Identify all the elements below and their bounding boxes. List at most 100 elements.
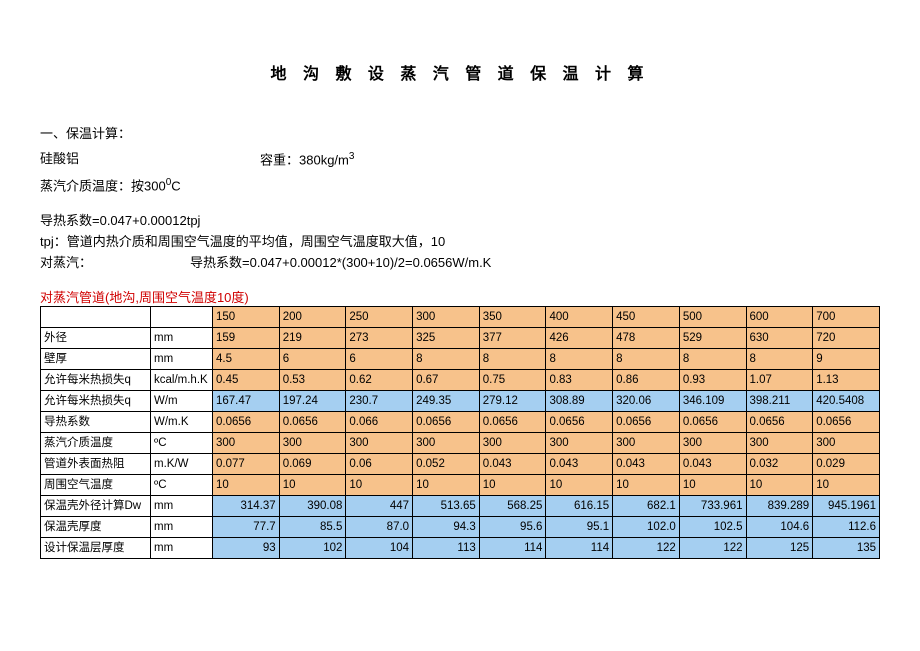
table-cell: 8 bbox=[479, 349, 546, 370]
table-cell: 300 bbox=[613, 433, 680, 454]
table-param-label: 保温壳厚度 bbox=[41, 517, 151, 538]
table-header-cell: 250 bbox=[346, 307, 413, 328]
table-cell: 426 bbox=[546, 328, 613, 349]
table-cell: 478 bbox=[613, 328, 680, 349]
table-cell: 77.7 bbox=[213, 517, 280, 538]
table-cell: 10 bbox=[679, 475, 746, 496]
table-cell: 529 bbox=[679, 328, 746, 349]
table-cell: 1.07 bbox=[746, 370, 813, 391]
table-unit-label: ºC bbox=[151, 433, 213, 454]
density-label: 容重：380kg/m bbox=[260, 152, 349, 167]
table-cell: 6 bbox=[279, 349, 346, 370]
table-cell: 0.45 bbox=[213, 370, 280, 391]
table-cell: 113 bbox=[413, 538, 480, 559]
table-cell: 10 bbox=[479, 475, 546, 496]
table-cell: 300 bbox=[546, 433, 613, 454]
table-param-label: 壁厚 bbox=[41, 349, 151, 370]
table-cell: 8 bbox=[413, 349, 480, 370]
table-unit-label: mm bbox=[151, 517, 213, 538]
table-param-label: 周围空气温度 bbox=[41, 475, 151, 496]
table-cell: 733.961 bbox=[679, 496, 746, 517]
density-text: 容重：380kg/m3 bbox=[260, 149, 354, 171]
table-cell: 945.1961 bbox=[813, 496, 880, 517]
table-cell: 0.83 bbox=[546, 370, 613, 391]
table-cell: 0.066 bbox=[346, 412, 413, 433]
table-cell: 0.0656 bbox=[279, 412, 346, 433]
table-cell: 325 bbox=[413, 328, 480, 349]
table-cell: 346.109 bbox=[679, 391, 746, 412]
table-cell: 6 bbox=[346, 349, 413, 370]
table-cell: 10 bbox=[346, 475, 413, 496]
table-cell: 4.5 bbox=[213, 349, 280, 370]
table-cell: 568.25 bbox=[479, 496, 546, 517]
table-cell: 0.0656 bbox=[213, 412, 280, 433]
table-cell: 167.47 bbox=[213, 391, 280, 412]
table-unit-label: mm bbox=[151, 328, 213, 349]
table-cell: 102 bbox=[279, 538, 346, 559]
table-cell: 300 bbox=[746, 433, 813, 454]
table-cell: 0.86 bbox=[613, 370, 680, 391]
table-cell: 0.0656 bbox=[746, 412, 813, 433]
formula-block: 导热系数=0.047+0.00012tpj tpj：管道内热介质和周围空气温度的… bbox=[40, 211, 880, 273]
table-cell: 95.6 bbox=[479, 517, 546, 538]
table-cell: 300 bbox=[479, 433, 546, 454]
table-cell: 447 bbox=[346, 496, 413, 517]
table-header-cell: 400 bbox=[546, 307, 613, 328]
table-cell: 85.5 bbox=[279, 517, 346, 538]
table-cell: 87.0 bbox=[346, 517, 413, 538]
table-cell: 9 bbox=[813, 349, 880, 370]
temp-unit: C bbox=[171, 178, 180, 193]
table-cell: 112.6 bbox=[813, 517, 880, 538]
table-cell: 1.13 bbox=[813, 370, 880, 391]
table-cell: 114 bbox=[546, 538, 613, 559]
table-cell: 0.043 bbox=[679, 454, 746, 475]
table-cell: 8 bbox=[746, 349, 813, 370]
table-cell: 10 bbox=[413, 475, 480, 496]
table-cell: 682.1 bbox=[613, 496, 680, 517]
table-cell: 104.6 bbox=[746, 517, 813, 538]
red-header: 对蒸汽管道(地沟,周围空气温度10度) bbox=[40, 287, 880, 306]
table-cell: 300 bbox=[279, 433, 346, 454]
table-cell: 122 bbox=[613, 538, 680, 559]
steam-line: 对蒸汽： 导热系数=0.047+0.00012*(300+10)/2=0.065… bbox=[40, 253, 880, 274]
table-cell: 219 bbox=[279, 328, 346, 349]
table-cell: 197.24 bbox=[279, 391, 346, 412]
table-cell: 159 bbox=[213, 328, 280, 349]
table-cell: 10 bbox=[813, 475, 880, 496]
table-cell: 308.89 bbox=[546, 391, 613, 412]
table-unit-label: kcal/m.h.K bbox=[151, 370, 213, 391]
table-cell: 0.53 bbox=[279, 370, 346, 391]
table-unit-label: W/m bbox=[151, 391, 213, 412]
table-cell: 0.06 bbox=[346, 454, 413, 475]
table-cell: 10 bbox=[746, 475, 813, 496]
density-sup: 3 bbox=[349, 151, 355, 162]
table-cell: 93 bbox=[213, 538, 280, 559]
table-param-label: 允许每米热损失q bbox=[41, 391, 151, 412]
table-cell: 135 bbox=[813, 538, 880, 559]
table-unit-cell bbox=[151, 307, 213, 328]
table-header-cell: 450 bbox=[613, 307, 680, 328]
table-label-cell bbox=[41, 307, 151, 328]
table-cell: 420.5408 bbox=[813, 391, 880, 412]
table-cell: 300 bbox=[413, 433, 480, 454]
table-param-label: 管道外表面热阻 bbox=[41, 454, 151, 475]
table-cell: 0.0656 bbox=[813, 412, 880, 433]
table-cell: 94.3 bbox=[413, 517, 480, 538]
table-cell: 0.043 bbox=[546, 454, 613, 475]
table-unit-label: mm bbox=[151, 496, 213, 517]
table-cell: 125 bbox=[746, 538, 813, 559]
table-cell: 0.67 bbox=[413, 370, 480, 391]
table-header-cell: 150 bbox=[213, 307, 280, 328]
table-cell: 102.5 bbox=[679, 517, 746, 538]
table-cell: 279.12 bbox=[479, 391, 546, 412]
table-cell: 300 bbox=[213, 433, 280, 454]
table-cell: 839.289 bbox=[746, 496, 813, 517]
table-cell: 104 bbox=[346, 538, 413, 559]
table-cell: 300 bbox=[679, 433, 746, 454]
table-header-cell: 500 bbox=[679, 307, 746, 328]
table-header-cell: 300 bbox=[413, 307, 480, 328]
table-cell: 249.35 bbox=[413, 391, 480, 412]
table-cell: 513.65 bbox=[413, 496, 480, 517]
table-param-label: 设计保温层厚度 bbox=[41, 538, 151, 559]
table-cell: 0.0656 bbox=[546, 412, 613, 433]
